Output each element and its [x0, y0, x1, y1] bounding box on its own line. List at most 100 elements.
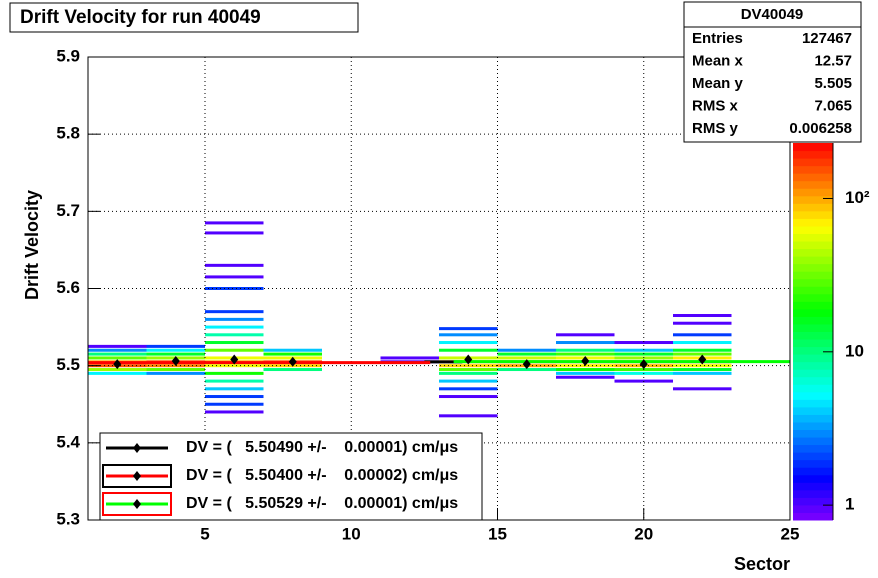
profile-point — [171, 356, 180, 367]
heat-cell — [88, 371, 147, 375]
heat-cell — [205, 275, 264, 279]
color-bar-step — [793, 218, 833, 227]
heat-cell — [556, 341, 615, 345]
color-bar-step — [793, 459, 833, 468]
y-tick-label: 5.8 — [56, 124, 80, 143]
heat-cell — [205, 348, 264, 352]
profile-point — [639, 359, 648, 370]
color-bar-step — [793, 173, 833, 182]
heat-cell — [439, 333, 498, 337]
color-bar-step — [793, 316, 833, 325]
heat-cell — [205, 263, 264, 267]
heat-cell — [673, 341, 732, 345]
profile-point — [288, 356, 297, 367]
heat-cell — [88, 352, 147, 356]
legend-marker — [133, 471, 141, 481]
heat-cell — [556, 375, 615, 379]
color-bar-step — [793, 482, 833, 491]
color-bar-step — [793, 233, 833, 242]
y-tick-label: 5.5 — [56, 355, 80, 374]
x-tick-label: 25 — [781, 524, 800, 543]
legend-frame — [102, 492, 172, 516]
stats-value: 127467 — [802, 30, 852, 47]
heat-cell — [205, 410, 264, 414]
stats-value: 5.505 — [814, 75, 852, 92]
heat-cell — [146, 368, 205, 372]
color-bar-step — [793, 361, 833, 370]
color-bar-step — [793, 241, 833, 250]
color-bar-step — [793, 437, 833, 446]
color-bar-step — [793, 429, 833, 438]
heat-cell — [205, 333, 264, 337]
heat-cell — [673, 333, 732, 337]
color-bar-step — [793, 331, 833, 340]
color-bar-step — [793, 497, 833, 506]
color-bar-step — [793, 421, 833, 431]
heat-cell — [205, 402, 264, 406]
y-tick-label: 5.6 — [56, 278, 80, 297]
color-bar-step — [793, 150, 833, 159]
heat-cell — [673, 321, 732, 325]
heat-cell — [556, 333, 615, 337]
legend-marker — [133, 443, 141, 453]
chart-title: Drift Velocity for run 40049 — [20, 7, 261, 28]
x-axis-label: Sector — [734, 554, 790, 574]
profile-point — [230, 354, 239, 365]
heat-cell — [205, 379, 264, 383]
color-bar-step — [793, 256, 833, 265]
color-bar-step — [793, 293, 833, 302]
heat-cell — [88, 344, 147, 348]
color-bar-step — [793, 203, 833, 212]
x-tick-label: 5 — [200, 524, 209, 543]
y-tick-label: 5.9 — [56, 46, 80, 65]
heat-cell — [439, 371, 498, 375]
heat-cell — [673, 371, 732, 375]
heat-cell — [673, 387, 732, 391]
color-bar-step — [793, 248, 833, 257]
stats-box — [683, 1, 862, 143]
color-bar-step — [793, 278, 833, 287]
heat-cell — [205, 231, 264, 235]
color-bar-step — [793, 143, 833, 152]
color-bar-step — [793, 188, 833, 197]
legend-label: DV = ( 5.50490 +/- 0.00001) cm/μs — [186, 439, 458, 456]
color-bar-step — [793, 504, 833, 513]
heat-cell — [205, 317, 264, 321]
heat-cell — [497, 356, 556, 360]
color-bar-step — [793, 369, 833, 378]
heat-cell — [614, 352, 673, 356]
heat-cell — [439, 327, 498, 331]
legend-label: DV = ( 5.50529 +/- 0.00001) cm/μs — [186, 495, 458, 512]
heat-cell — [146, 344, 205, 348]
heat-cell — [205, 341, 264, 345]
heat-cell — [673, 352, 732, 356]
stats-label: Mean x — [692, 52, 744, 69]
color-bar-step — [793, 512, 833, 521]
color-bar-step — [793, 158, 833, 167]
profile-point — [522, 359, 531, 370]
heat-cell — [497, 348, 556, 352]
color-bar-step — [793, 180, 833, 189]
heat-cell — [205, 310, 264, 314]
heat-cell — [88, 348, 147, 352]
color-bar-step — [793, 444, 833, 453]
stats-label: Entries — [692, 30, 743, 47]
stats-label: Mean y — [692, 75, 744, 92]
heat-cell — [614, 348, 673, 352]
stats-title: DV40049 — [741, 6, 804, 23]
heat-cell — [497, 352, 556, 356]
stats-label: RMS y — [692, 120, 739, 137]
heat-cell — [88, 368, 147, 372]
color-bar-step — [793, 354, 833, 363]
color-bar-step — [793, 452, 833, 461]
heat-cell — [439, 395, 498, 399]
heat-cell — [439, 348, 498, 352]
heat-cell — [556, 368, 615, 372]
heat-cell — [556, 348, 615, 352]
heat-cell — [263, 352, 322, 356]
heat-cell — [673, 314, 732, 318]
heat-cell — [439, 341, 498, 345]
heat-cell — [556, 371, 615, 375]
heat-cell — [205, 325, 264, 329]
